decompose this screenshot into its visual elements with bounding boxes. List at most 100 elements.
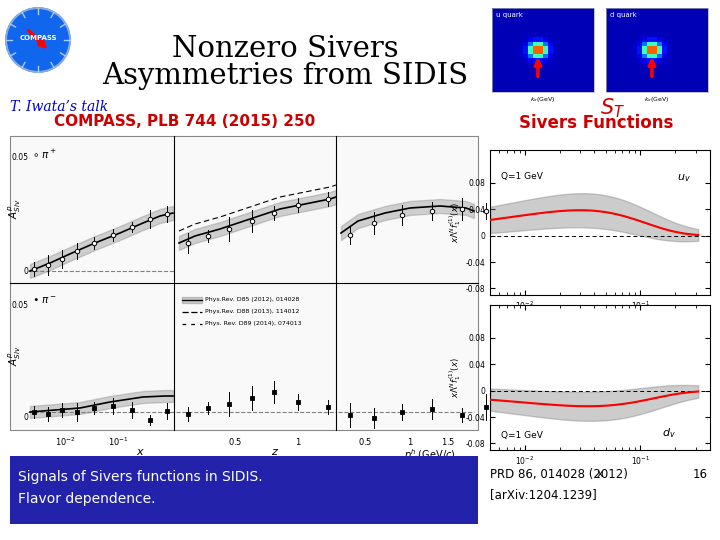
FancyBboxPatch shape	[513, 29, 518, 33]
FancyBboxPatch shape	[533, 54, 538, 58]
FancyBboxPatch shape	[672, 79, 678, 84]
FancyBboxPatch shape	[703, 21, 708, 25]
FancyBboxPatch shape	[492, 79, 497, 84]
FancyBboxPatch shape	[698, 16, 703, 21]
FancyBboxPatch shape	[589, 21, 594, 25]
FancyBboxPatch shape	[543, 29, 548, 33]
FancyBboxPatch shape	[662, 75, 667, 79]
FancyBboxPatch shape	[672, 88, 678, 92]
FancyBboxPatch shape	[503, 46, 508, 50]
FancyBboxPatch shape	[518, 25, 523, 29]
Text: $k_x(\mathrm{GeV})$: $k_x(\mathrm{GeV})$	[530, 95, 556, 104]
FancyBboxPatch shape	[563, 12, 569, 16]
FancyBboxPatch shape	[636, 71, 642, 75]
FancyBboxPatch shape	[533, 71, 538, 75]
FancyBboxPatch shape	[503, 37, 508, 42]
FancyBboxPatch shape	[657, 84, 662, 88]
FancyBboxPatch shape	[543, 84, 548, 88]
FancyBboxPatch shape	[606, 12, 611, 16]
FancyBboxPatch shape	[652, 16, 657, 21]
FancyBboxPatch shape	[642, 79, 647, 84]
Text: $1$: $1$	[294, 436, 301, 447]
FancyBboxPatch shape	[589, 88, 594, 92]
FancyBboxPatch shape	[631, 84, 636, 88]
FancyBboxPatch shape	[672, 71, 678, 75]
FancyBboxPatch shape	[642, 75, 647, 79]
FancyBboxPatch shape	[553, 88, 558, 92]
X-axis label: x: x	[597, 469, 603, 478]
FancyBboxPatch shape	[652, 12, 657, 16]
FancyBboxPatch shape	[688, 67, 693, 71]
FancyBboxPatch shape	[508, 21, 513, 25]
FancyBboxPatch shape	[574, 8, 579, 12]
FancyBboxPatch shape	[508, 88, 513, 92]
FancyBboxPatch shape	[631, 33, 636, 37]
FancyBboxPatch shape	[606, 67, 611, 71]
FancyBboxPatch shape	[579, 25, 584, 29]
FancyBboxPatch shape	[492, 75, 497, 79]
FancyBboxPatch shape	[574, 16, 579, 21]
FancyBboxPatch shape	[579, 8, 584, 12]
FancyBboxPatch shape	[703, 8, 708, 12]
FancyBboxPatch shape	[606, 75, 611, 79]
Text: $S_T$: $S_T$	[600, 96, 625, 119]
FancyBboxPatch shape	[579, 42, 584, 46]
FancyBboxPatch shape	[621, 46, 626, 50]
FancyBboxPatch shape	[508, 79, 513, 84]
FancyBboxPatch shape	[698, 29, 703, 33]
Y-axis label: $x\Lambda^N f_1^{(1)}(x)$: $x\Lambda^N f_1^{(1)}(x)$	[447, 202, 463, 243]
FancyBboxPatch shape	[703, 84, 708, 88]
FancyBboxPatch shape	[492, 50, 497, 54]
FancyBboxPatch shape	[503, 12, 508, 16]
Text: $\circ\;\pi^+$: $\circ\;\pi^+$	[32, 148, 57, 161]
FancyBboxPatch shape	[688, 50, 693, 54]
FancyBboxPatch shape	[626, 84, 631, 88]
FancyBboxPatch shape	[569, 8, 574, 12]
FancyBboxPatch shape	[606, 46, 611, 50]
FancyBboxPatch shape	[538, 84, 543, 88]
Text: 0: 0	[23, 414, 28, 422]
FancyBboxPatch shape	[569, 37, 574, 42]
FancyBboxPatch shape	[563, 29, 569, 33]
FancyBboxPatch shape	[616, 21, 621, 25]
FancyBboxPatch shape	[589, 71, 594, 75]
FancyBboxPatch shape	[662, 8, 667, 12]
FancyBboxPatch shape	[616, 71, 621, 75]
FancyBboxPatch shape	[492, 54, 497, 58]
FancyBboxPatch shape	[657, 8, 662, 12]
FancyBboxPatch shape	[683, 12, 688, 16]
FancyBboxPatch shape	[657, 63, 662, 67]
FancyBboxPatch shape	[683, 88, 688, 92]
Text: $A_{Siv}^p$: $A_{Siv}^p$	[6, 346, 23, 366]
FancyBboxPatch shape	[584, 79, 589, 84]
FancyBboxPatch shape	[693, 84, 698, 88]
FancyBboxPatch shape	[513, 75, 518, 79]
FancyBboxPatch shape	[636, 33, 642, 37]
FancyBboxPatch shape	[569, 16, 574, 21]
FancyBboxPatch shape	[569, 12, 574, 16]
FancyBboxPatch shape	[533, 33, 538, 37]
FancyBboxPatch shape	[563, 33, 569, 37]
FancyBboxPatch shape	[589, 33, 594, 37]
FancyBboxPatch shape	[631, 71, 636, 75]
FancyBboxPatch shape	[574, 75, 579, 79]
FancyBboxPatch shape	[636, 8, 642, 12]
FancyBboxPatch shape	[492, 8, 594, 92]
FancyBboxPatch shape	[683, 46, 688, 50]
FancyBboxPatch shape	[688, 84, 693, 88]
FancyBboxPatch shape	[698, 79, 703, 84]
FancyBboxPatch shape	[703, 37, 708, 42]
FancyBboxPatch shape	[584, 54, 589, 58]
FancyBboxPatch shape	[508, 67, 513, 71]
FancyBboxPatch shape	[662, 29, 667, 33]
FancyBboxPatch shape	[543, 63, 548, 67]
FancyBboxPatch shape	[503, 84, 508, 88]
FancyBboxPatch shape	[621, 75, 626, 79]
FancyBboxPatch shape	[497, 50, 503, 54]
FancyBboxPatch shape	[528, 58, 533, 63]
FancyBboxPatch shape	[503, 67, 508, 71]
FancyBboxPatch shape	[642, 84, 647, 88]
FancyBboxPatch shape	[662, 16, 667, 21]
FancyBboxPatch shape	[616, 63, 621, 67]
FancyBboxPatch shape	[569, 88, 574, 92]
